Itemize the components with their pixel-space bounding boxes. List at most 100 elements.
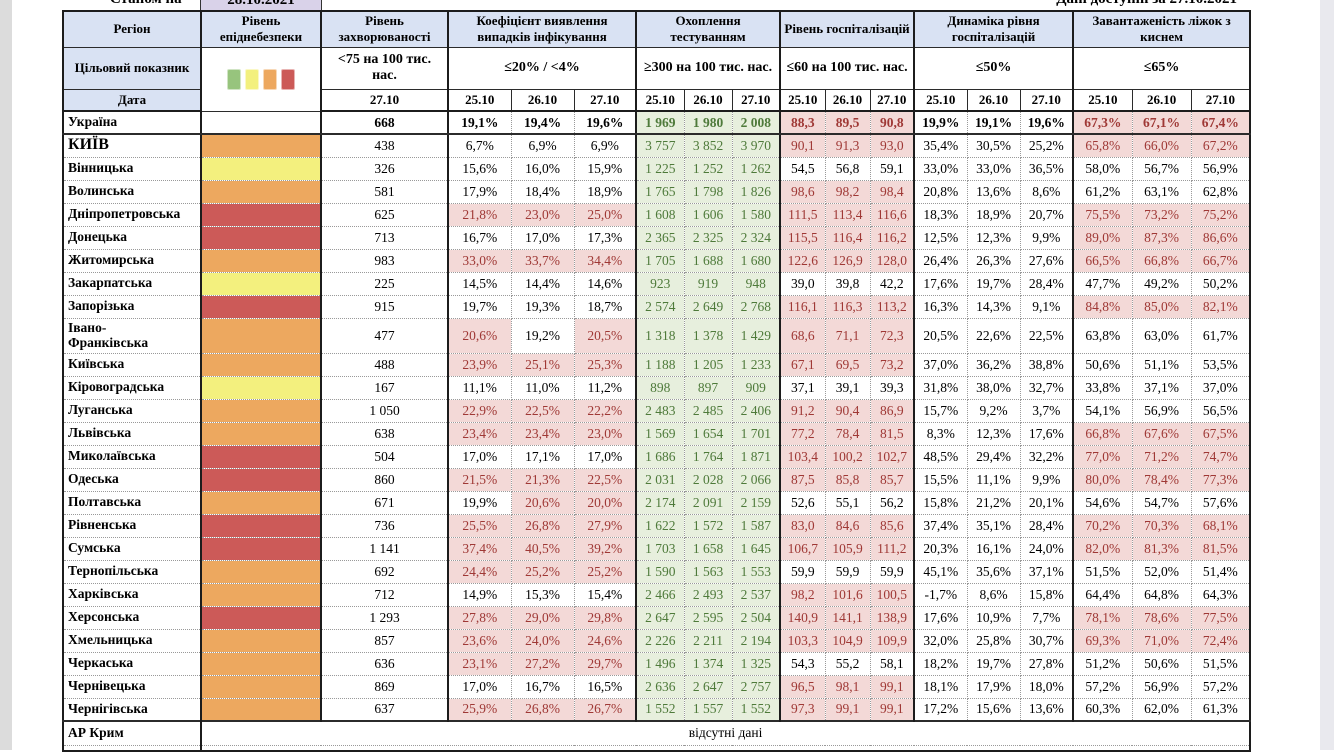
hosp-value-cell: 109,9 <box>869 628 915 653</box>
detect-value-cell: 37,4% <box>447 536 512 561</box>
detect-value-cell: 23,4% <box>510 421 575 446</box>
testing-value-cell: 1 608 <box>635 202 685 227</box>
hosp-value-cell: 122,6 <box>779 248 826 273</box>
region-name-cell: Чернівецька <box>62 674 202 699</box>
beds-value-cell: 78,4% <box>1131 467 1192 492</box>
date-row-label: Дата <box>62 88 202 112</box>
legend-orange-swatch <box>263 68 277 90</box>
danger-level-cell <box>200 697 322 722</box>
testing-value-cell: 3 852 <box>683 133 733 158</box>
testing-value-cell: 2 174 <box>635 490 685 515</box>
table-body: Україна 668 19,1% 19,4% 19,6% 1 969 1 980 2 008… <box>62 110 1251 752</box>
morbidity-value-cell: 692 <box>320 559 449 584</box>
morbidity-value-cell: 326 <box>320 156 449 181</box>
hosp-value-cell: 138,9 <box>869 605 915 630</box>
dynamics-value-cell: 27,8% <box>1019 651 1074 676</box>
region-row: Луганська 1 050 22,9% 22,5% 22,2% 2 483 2 485 2… <box>62 398 1251 423</box>
beds-value-cell: 63,8% <box>1072 317 1133 354</box>
beds-value-cell: 69,3% <box>1072 628 1133 653</box>
dynamics-value-cell: 20,7% <box>1019 202 1074 227</box>
hosp-value-cell: 59,1 <box>869 156 915 181</box>
hosp-value-cell: 116,3 <box>824 294 871 319</box>
beds-value-cell: 74,7% <box>1190 444 1251 469</box>
morbidity-value-cell: 671 <box>320 490 449 515</box>
testing-value-cell: 2 324 <box>731 225 781 250</box>
hosp-value-cell: 71,1 <box>824 317 871 354</box>
danger-level-cell <box>200 421 322 446</box>
dynamics-value-cell: 37,4% <box>913 513 968 538</box>
detect-value-cell: 18,9% <box>573 179 637 204</box>
hosp-value-cell: 54,3 <box>779 651 826 676</box>
detect-value-cell: 26,8% <box>510 513 575 538</box>
detect-value-cell: 17,3% <box>573 225 637 250</box>
hosp-value-cell: 86,9 <box>869 398 915 423</box>
detect-value-cell: 14,9% <box>447 582 512 607</box>
hosp-value-cell: 39,1 <box>824 375 871 400</box>
morbidity-value-cell: 712 <box>320 582 449 607</box>
danger-level-cell <box>200 110 322 135</box>
testing-value-cell: 1 580 <box>731 202 781 227</box>
hosp-value-cell: 90,4 <box>824 398 871 423</box>
date-header: 27.10 <box>1190 88 1251 112</box>
target-morbidity: <75 на 100 тис. нас. <box>320 46 449 90</box>
beds-value-cell: 51,1% <box>1131 352 1192 377</box>
beds-value-cell: 57,2% <box>1072 674 1133 699</box>
right-page-edge <box>1320 0 1334 750</box>
detect-value-cell: 14,5% <box>447 271 512 296</box>
date-header: 27.10 <box>1019 88 1074 112</box>
danger-level-legend <box>200 46 322 112</box>
dynamics-value-cell: 38,0% <box>966 375 1021 400</box>
region-name-cell: Черкаська <box>62 651 202 676</box>
morbidity-value-cell: 504 <box>320 444 449 469</box>
date-header: 27.10 <box>320 88 449 112</box>
morbidity-value-cell: 860 <box>320 467 449 492</box>
date-header: 26.10 <box>510 88 575 112</box>
col-header-hospitalization-dynamics: Динаміка рівня госпіталізацій <box>913 10 1074 48</box>
testing-value-cell: 919 <box>683 271 733 296</box>
testing-value-cell: 1 429 <box>731 317 781 354</box>
hosp-value-cell: 116,6 <box>869 202 915 227</box>
dynamics-value-cell: 18,1% <box>913 674 968 699</box>
testing-value-cell: 1 188 <box>635 352 685 377</box>
dynamics-value-cell: 30,5% <box>966 133 1021 158</box>
dynamics-value-cell: 9,1% <box>1019 294 1074 319</box>
testing-value-cell: 2 226 <box>635 628 685 653</box>
testing-value-cell: 897 <box>683 375 733 400</box>
beds-value-cell: 67,3% <box>1072 110 1133 135</box>
testing-value-cell: 1 325 <box>731 651 781 676</box>
detect-value-cell: 17,0% <box>447 444 512 469</box>
detect-value-cell: 17,0% <box>510 225 575 250</box>
beds-value-cell: 52,0% <box>1131 559 1192 584</box>
detect-value-cell: 20,6% <box>510 490 575 515</box>
testing-value-cell: 1 686 <box>635 444 685 469</box>
beds-value-cell: 71,0% <box>1131 628 1192 653</box>
beds-value-cell: 67,5% <box>1190 421 1251 446</box>
detect-value-cell: 21,5% <box>447 467 512 492</box>
beds-value-cell: 56,9% <box>1131 674 1192 699</box>
beds-value-cell: 56,9% <box>1131 398 1192 423</box>
hosp-value-cell: 98,4 <box>869 179 915 204</box>
morbidity-value-cell: 1 141 <box>320 536 449 561</box>
detect-value-cell: 24,0% <box>510 628 575 653</box>
detect-value-cell: 33,0% <box>447 248 512 273</box>
dynamics-value-cell: 36,5% <box>1019 156 1074 181</box>
detect-value-cell: 17,9% <box>447 179 512 204</box>
region-name-cell: АР Крим <box>62 720 202 746</box>
hosp-value-cell: 96,5 <box>779 674 826 699</box>
dynamics-value-cell: 24,0% <box>1019 536 1074 561</box>
hosp-value-cell: 99,1 <box>869 697 915 722</box>
hosp-value-cell: 88,3 <box>779 110 826 135</box>
target-row-label: Цільовий показник <box>62 46 202 90</box>
testing-value-cell: 1 826 <box>731 179 781 204</box>
testing-value-cell: 2 194 <box>731 628 781 653</box>
beds-value-cell: 57,2% <box>1190 674 1251 699</box>
beds-value-cell: 82,1% <box>1190 294 1251 319</box>
dynamics-value-cell: 32,7% <box>1019 375 1074 400</box>
testing-value-cell: 1 658 <box>683 536 733 561</box>
detect-value-cell: 17,0% <box>573 444 637 469</box>
col-header-detection-coefficient: Коефіцієнт виявлення випадків інфікуванн… <box>446 10 637 48</box>
danger-level-cell <box>200 513 322 538</box>
region-row: Львівська 638 23,4% 23,4% 23,0% 1 569 1 654 1 7… <box>62 421 1251 446</box>
dynamics-value-cell: 35,6% <box>966 559 1021 584</box>
testing-value-cell: 2 493 <box>683 582 733 607</box>
